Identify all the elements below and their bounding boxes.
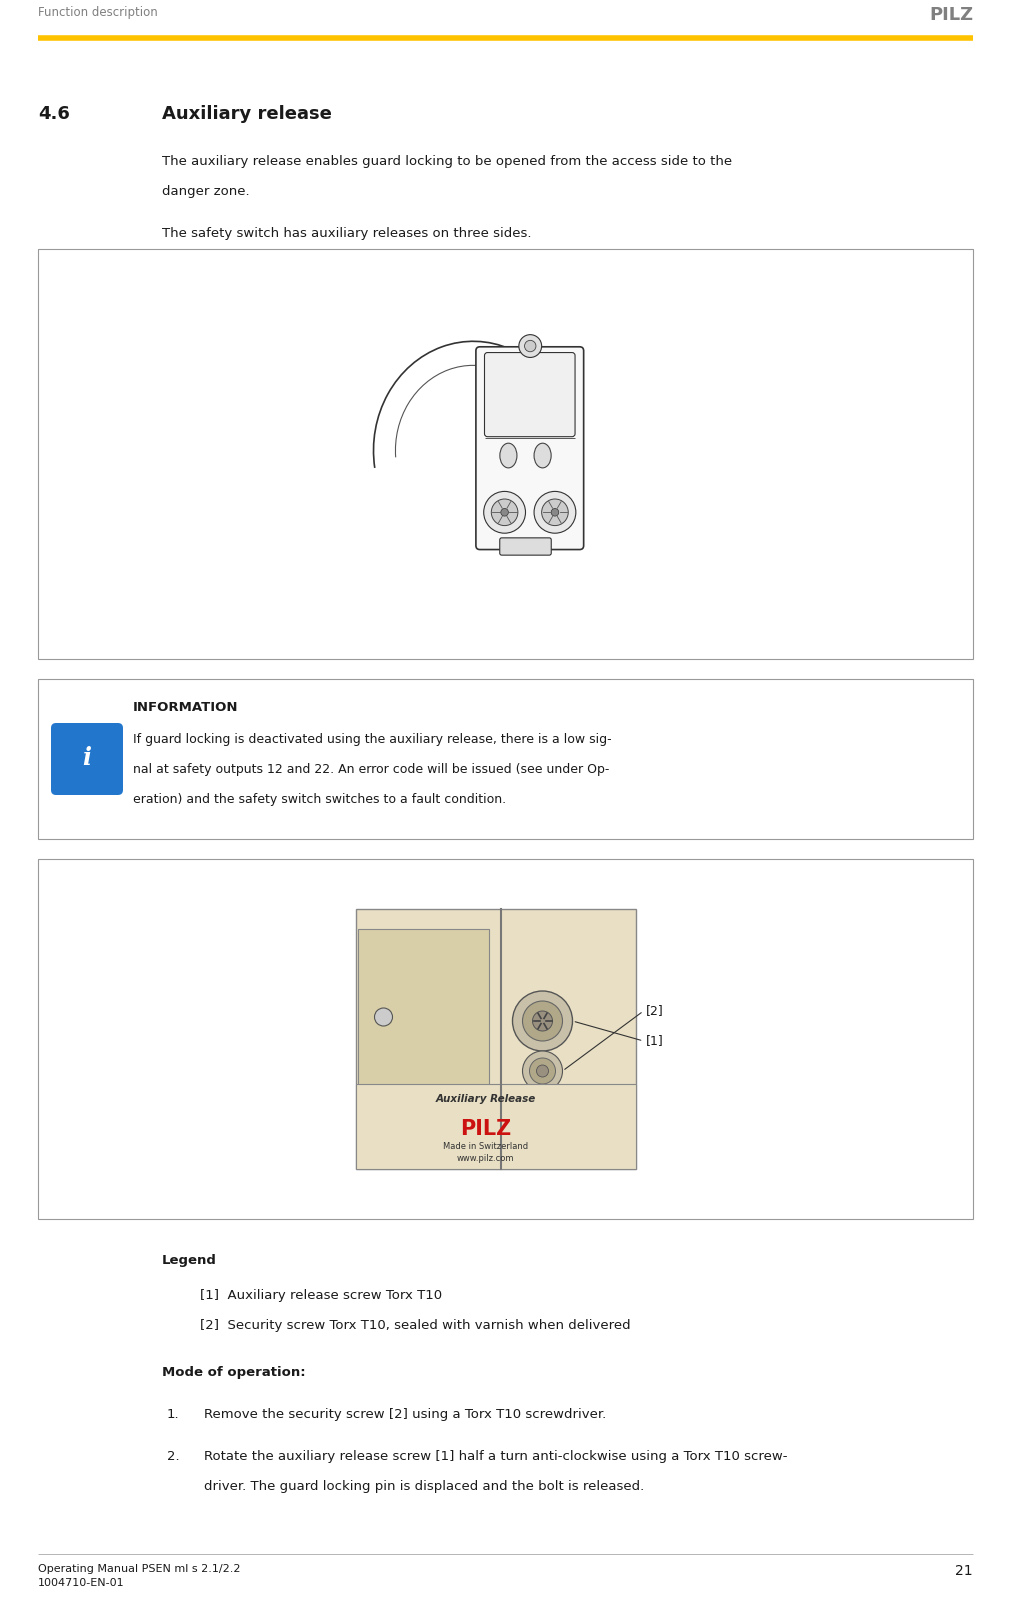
Text: eration) and the safety switch switches to a fault condition.: eration) and the safety switch switches … [133,793,507,806]
Circle shape [551,508,559,516]
Text: i: i [83,747,92,771]
Bar [38,679,973,838]
Ellipse shape [534,442,551,468]
Bar [358,928,489,1139]
Circle shape [525,341,536,352]
Circle shape [491,499,518,526]
Bar [38,859,973,1220]
Ellipse shape [499,442,517,468]
FancyBboxPatch shape [51,722,123,795]
FancyBboxPatch shape [499,537,551,555]
Circle shape [534,491,576,533]
FancyBboxPatch shape [484,352,575,436]
Circle shape [519,335,542,357]
Text: The auxiliary release enables guard locking to be opened from the access side to: The auxiliary release enables guard lock… [162,154,732,167]
FancyBboxPatch shape [476,348,583,550]
Text: [2]  Security screw Torx T10, sealed with varnish when delivered: [2] Security screw Torx T10, sealed with… [200,1319,631,1332]
Text: Rotate the auxiliary release screw [1] half a turn anti-clockwise using a Torx T: Rotate the auxiliary release screw [1] h… [204,1450,788,1463]
Text: Function description: Function description [38,6,158,19]
Text: driver. The guard locking pin is displaced and the bolt is released.: driver. The guard locking pin is displac… [204,1480,644,1493]
Bar [38,249,973,660]
Text: [1]  Auxiliary release screw Torx T10: [1] Auxiliary release screw Torx T10 [200,1289,442,1302]
Text: Auxiliary Release: Auxiliary Release [436,1094,536,1104]
Text: The safety switch has auxiliary releases on three sides.: The safety switch has auxiliary releases… [162,227,532,240]
Text: PILZ: PILZ [460,1118,512,1139]
Text: If guard locking is deactivated using the auxiliary release, there is a low sig-: If guard locking is deactivated using th… [133,734,612,747]
Text: Legend: Legend [162,1253,217,1266]
Bar [356,1084,636,1170]
Text: [2]: [2] [645,1004,663,1017]
Circle shape [523,1051,562,1091]
Text: 2.: 2. [167,1450,180,1463]
Circle shape [483,491,526,533]
Circle shape [530,1059,555,1084]
Circle shape [374,1007,392,1027]
Text: danger zone.: danger zone. [162,185,250,198]
Text: Mode of operation:: Mode of operation: [162,1366,305,1379]
Circle shape [537,1065,549,1076]
Text: [1]: [1] [645,1035,663,1047]
Text: Auxiliary release: Auxiliary release [162,105,332,122]
Circle shape [523,1001,562,1041]
Text: 21: 21 [955,1564,973,1578]
Circle shape [542,499,568,526]
Text: Operating Manual PSEN ml s 2.1/2.2
1004710-EN-01: Operating Manual PSEN ml s 2.1/2.2 10047… [38,1564,241,1588]
Text: 1.: 1. [167,1408,180,1421]
Text: Remove the security screw [2] using a Torx T10 screwdriver.: Remove the security screw [2] using a To… [204,1408,607,1421]
Text: PILZ: PILZ [929,6,973,24]
Circle shape [533,1010,552,1031]
Text: Made in Switzerland
www.pilz.com: Made in Switzerland www.pilz.com [443,1142,528,1163]
Bar [356,909,636,1170]
Text: INFORMATION: INFORMATION [133,702,239,714]
Text: 4.6: 4.6 [38,105,70,122]
Text: nal at safety outputs 12 and 22. An error code will be issued (see under Op-: nal at safety outputs 12 and 22. An erro… [133,763,610,776]
Circle shape [513,991,572,1051]
Circle shape [500,508,509,516]
